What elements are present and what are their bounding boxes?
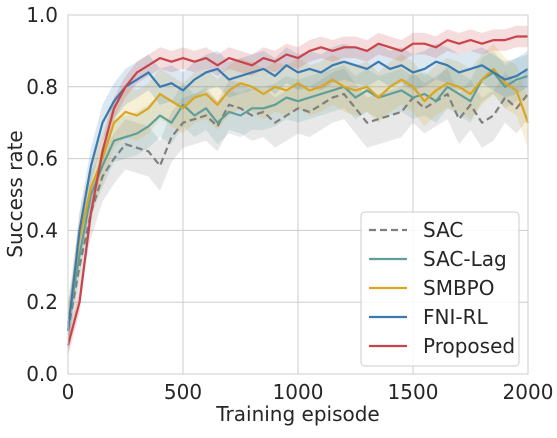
y-tick-label: 0.8: [26, 75, 58, 99]
legend-label: SAC-Lag: [423, 247, 507, 271]
legend-label: SAC: [423, 218, 463, 242]
series-line-smbpo: [66, 67, 530, 328]
x-tick-label: 1000: [273, 380, 324, 404]
band-sac-lag: [68, 50, 528, 346]
y-tick-label: 0.0: [26, 362, 58, 386]
x-tick-labels: 0 500 1000 1500 2000: [62, 380, 554, 404]
legend-label: SMBPO: [423, 276, 494, 300]
series-line-fni-rl: [66, 60, 529, 332]
legend: SAC SAC-Lag SMBPO FNI-RL Proposed: [360, 211, 520, 367]
x-tick-label: 2000: [503, 380, 554, 404]
y-tick-label: 1.0: [26, 3, 58, 27]
x-tick-label: 0: [62, 380, 75, 404]
band-smbpo: [68, 43, 528, 353]
band-sac: [68, 68, 528, 357]
band-fni-rl: [68, 43, 528, 349]
y-axis-label: Success rate: [3, 130, 27, 258]
series-lines: [66, 35, 530, 346]
y-tick-labels: 0.0 0.2 0.4 0.6 0.8 1.0: [26, 3, 58, 386]
series-line-sac-lag: [66, 71, 529, 324]
legend-box: [360, 211, 520, 367]
y-tick-label: 0.4: [26, 218, 58, 242]
legend-label: FNI-RL: [423, 305, 488, 329]
legend-label: Proposed: [423, 334, 515, 358]
x-tick-label: 500: [164, 380, 202, 404]
x-axis-label: Training episode: [215, 402, 380, 426]
series-line-sac: [66, 92, 529, 332]
series-line-proposed: [66, 35, 528, 346]
y-tick-label: 0.2: [26, 290, 58, 314]
plot-frame: [67, 14, 529, 375]
x-tick-label: 1500: [388, 380, 439, 404]
confidence-bands: [68, 25, 528, 357]
y-tick-label: 0.6: [26, 147, 58, 171]
